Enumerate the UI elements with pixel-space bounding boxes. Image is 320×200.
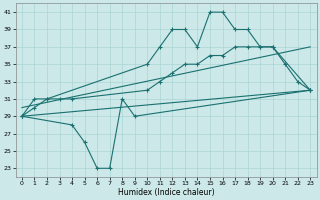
X-axis label: Humidex (Indice chaleur): Humidex (Indice chaleur) xyxy=(118,188,214,197)
